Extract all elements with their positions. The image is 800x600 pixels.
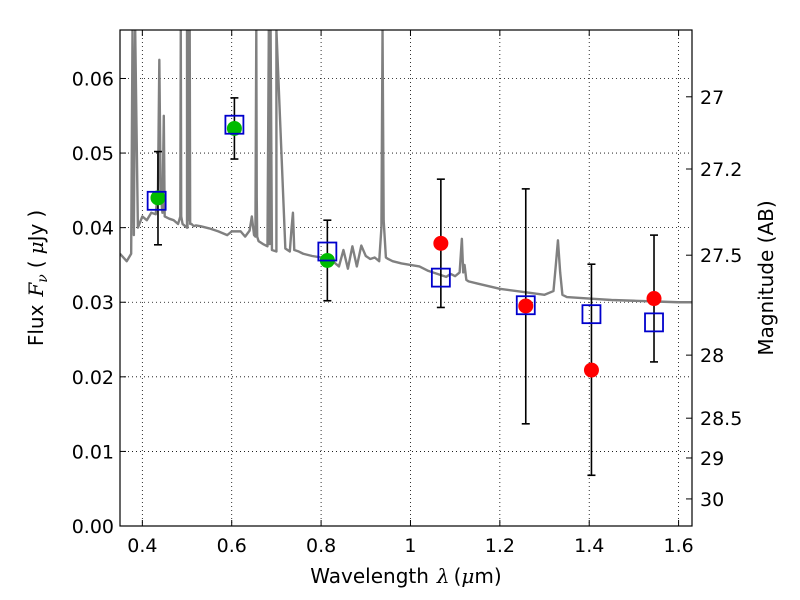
y-tick-label: 0.01 xyxy=(72,441,114,463)
plot-frame xyxy=(119,29,693,527)
model-photometry-square xyxy=(644,312,664,333)
y-tick-label: 0.04 xyxy=(72,218,114,240)
y-tick-label: 0.06 xyxy=(72,68,114,90)
mag-tick-label: 30 xyxy=(700,489,724,511)
mag-tick-label: 27.5 xyxy=(700,245,742,267)
x-tick-label: 1.4 xyxy=(574,535,604,557)
mag-tick-label: 28 xyxy=(700,345,724,367)
model-spectrum-line xyxy=(120,30,692,304)
observed-ir-point xyxy=(583,362,599,378)
x-tick-label: 1.2 xyxy=(485,535,515,557)
y2-axis-label: Magnitude (AB) xyxy=(754,200,778,355)
x-tick-label: 0.6 xyxy=(217,535,247,557)
error-bars xyxy=(153,97,659,477)
model-photometry-square xyxy=(515,295,536,316)
x-axis-label: Wavelength λ (μm) xyxy=(310,564,501,588)
mag-tick-label: 29 xyxy=(700,448,724,470)
grid xyxy=(120,30,692,527)
axis-ticks: 0.4 0.6 0.8 1 1.2 1.4 1.6 0.00 0.01 0.02 0.03 0.04 0… xyxy=(72,30,742,557)
mag-tick-label: 27.2 xyxy=(700,159,742,181)
x-tick-label: 1 xyxy=(404,535,416,557)
observed-ground-point xyxy=(150,190,166,206)
y-tick-label: 0.05 xyxy=(72,143,114,165)
model-spectrum xyxy=(120,30,692,304)
model-photometry-square xyxy=(224,114,245,135)
x-tick-label: 0.8 xyxy=(306,535,336,557)
model-photometry-square xyxy=(317,241,338,262)
y-tick-label: 0.00 xyxy=(72,516,114,538)
observed-ground-point xyxy=(226,120,242,136)
mag-tick-label: 28.5 xyxy=(700,408,742,430)
mag-tick-label: 27 xyxy=(700,87,724,109)
y-axis-label: FluxFν(μJy) xyxy=(24,210,51,346)
observed-ir-point xyxy=(646,291,662,307)
model-photometry-square xyxy=(430,267,451,288)
model-photometry-square xyxy=(146,190,167,211)
observed-ir-point xyxy=(518,298,534,314)
model-photometry-square xyxy=(581,304,602,325)
data-points xyxy=(146,114,664,378)
x-tick-label: 0.4 xyxy=(127,535,157,557)
observed-ir-point xyxy=(433,235,449,251)
y-tick-label: 0.02 xyxy=(72,367,114,389)
y-tick-label: 0.03 xyxy=(72,292,114,314)
x-tick-label: 1.6 xyxy=(663,535,693,557)
